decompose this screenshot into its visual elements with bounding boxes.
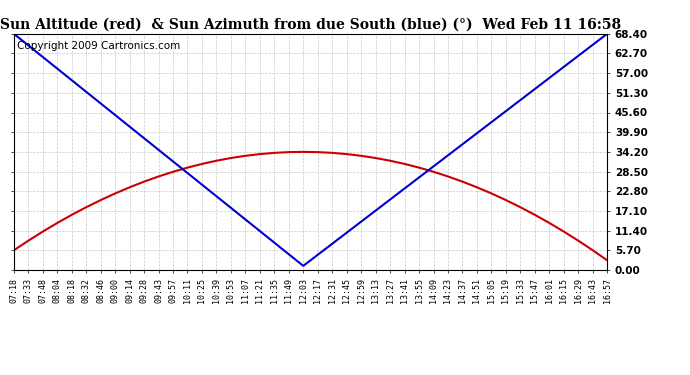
- Title: Sun Altitude (red)  & Sun Azimuth from due South (blue) (°)  Wed Feb 11 16:58: Sun Altitude (red) & Sun Azimuth from du…: [0, 17, 621, 31]
- Text: Copyright 2009 Cartronics.com: Copyright 2009 Cartronics.com: [17, 41, 180, 51]
